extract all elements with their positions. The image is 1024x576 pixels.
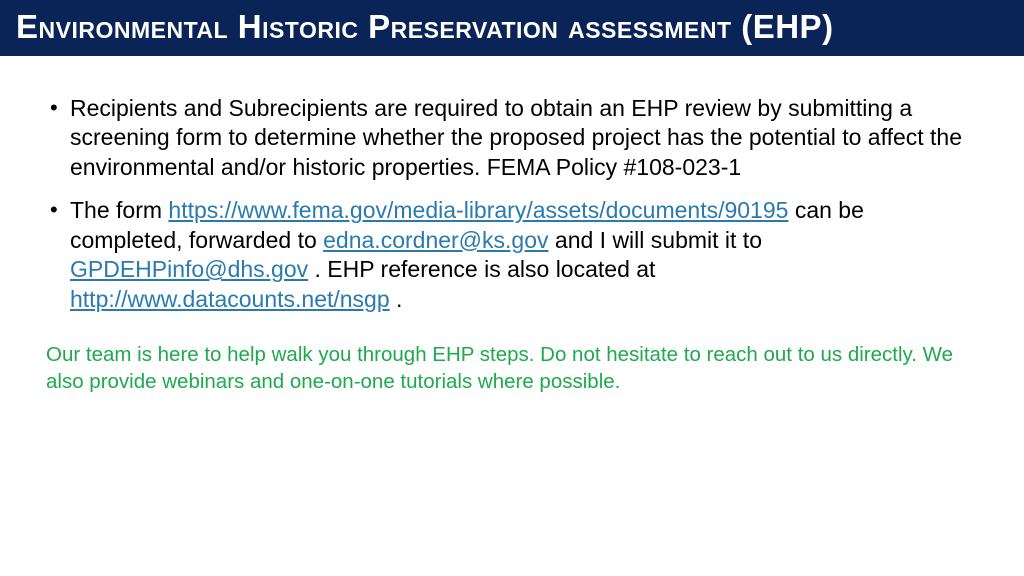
bullet-item: Recipients and Subrecipients are require… [46, 94, 978, 182]
bullet-text: . [390, 286, 403, 312]
helper-note: Our team is here to help walk you throug… [46, 342, 978, 395]
bullet-text: Recipients and Subrecipients are require… [70, 95, 962, 180]
page-title: Environmental Historic Preservation asse… [16, 8, 1008, 46]
bullet-item: The form https://www.fema.gov/media-libr… [46, 196, 978, 314]
bullet-text: and I will submit it to [549, 227, 762, 253]
title-bar: Environmental Historic Preservation asse… [0, 0, 1024, 56]
inline-link[interactable]: https://www.fema.gov/media-library/asset… [168, 197, 788, 223]
bullet-list: Recipients and Subrecipients are require… [46, 94, 978, 314]
bullet-text: The form [70, 197, 168, 223]
inline-link[interactable]: edna.cordner@ks.gov [323, 227, 548, 253]
inline-link[interactable]: http://www.datacounts.net/nsgp [70, 286, 390, 312]
content-area: Recipients and Subrecipients are require… [0, 56, 1024, 395]
bullet-text: . EHP reference is also located at [308, 256, 655, 282]
inline-link[interactable]: GPDEHPinfo@dhs.gov [70, 256, 308, 282]
